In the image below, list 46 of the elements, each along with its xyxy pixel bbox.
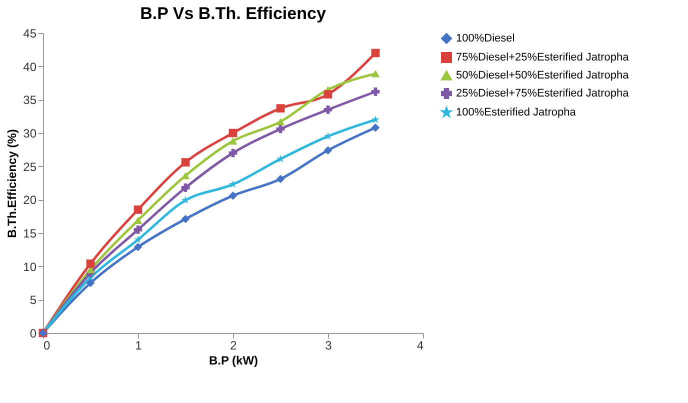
legend-label: 100%Esterified Jatropha: [456, 106, 577, 118]
point: [324, 105, 332, 114]
y-tick-label: 15: [23, 226, 37, 240]
y-tick-label: 35: [23, 93, 37, 108]
point: [134, 235, 142, 244]
y-tick-label: 10: [23, 260, 37, 274]
point: [371, 48, 380, 58]
point: [276, 118, 285, 126]
y-tick-label: 40: [23, 60, 37, 74]
point: [228, 191, 238, 200]
x-tick-label: 1: [135, 338, 142, 352]
y-tick-label: 30: [23, 126, 37, 140]
y-tick-label: 25: [23, 160, 37, 174]
point: [181, 214, 190, 224]
y-tick-label: 5: [30, 293, 37, 308]
y-tick-label: 45: [23, 26, 37, 40]
point: [276, 104, 285, 113]
point: [181, 183, 190, 192]
point: [228, 137, 238, 145]
point: [324, 146, 332, 155]
legend-label: 50%Diesel+50%Esterified Jatropha: [456, 70, 630, 82]
y-tick-label: 20: [23, 193, 37, 208]
legend-label: 100%Diesel: [456, 32, 515, 44]
point: [134, 242, 142, 252]
point: [134, 225, 142, 234]
legend-label: 75%Diesel+25%Esterified Jatropha: [456, 52, 630, 64]
x-tick-label: 0: [44, 338, 50, 352]
x-tick-label: 4: [416, 338, 424, 352]
point: [371, 87, 380, 96]
point: [371, 123, 380, 132]
point: [276, 174, 285, 184]
point: [86, 278, 95, 288]
x-axis-title: B.P (kW): [208, 354, 258, 368]
point: [134, 205, 142, 214]
point: [181, 158, 190, 167]
point: [324, 90, 332, 99]
y-axis-title: B.Th.Efficiency (%): [5, 129, 20, 238]
y-tick-label: 0: [30, 326, 37, 340]
chart-title: B.P Vs B.Th. Efficiency: [140, 4, 326, 23]
x-tick-label: 3: [325, 338, 332, 352]
legend-label: 25%Diesel+75%Esterified Jatropha: [456, 88, 630, 100]
point: [372, 115, 380, 124]
x-tick-label: 2: [230, 338, 238, 352]
point: [228, 128, 238, 138]
point: [86, 259, 95, 268]
point: [371, 70, 380, 78]
